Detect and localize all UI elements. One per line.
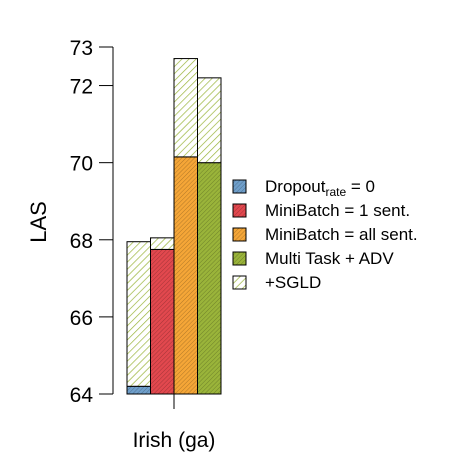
y-tick-label: 64	[70, 384, 94, 407]
bar-sgld-gain	[126, 241, 151, 387]
bar-sgld-gain	[173, 58, 198, 158]
legend-label: MiniBatch = 1 sent.	[265, 201, 410, 220]
y-axis-label: LAS	[26, 201, 51, 243]
legend-swatch	[232, 251, 247, 266]
legend-label: +SGLD	[265, 273, 321, 292]
y-tick-label: 66	[70, 307, 93, 330]
legend-swatch	[232, 275, 247, 290]
x-category-label: Irish (ga)	[133, 429, 216, 452]
legend-swatch	[232, 179, 247, 194]
y-tick-label: 73	[70, 37, 93, 60]
legend-swatch	[232, 203, 247, 218]
bar-sgld-gain	[197, 77, 222, 164]
bar-base	[126, 385, 151, 395]
bar-sgld-gain	[150, 237, 175, 250]
bar-base	[150, 248, 175, 395]
legend-label: Dropoutrate = 0	[265, 177, 375, 199]
bar-base	[173, 156, 198, 395]
y-tick-label: 72	[70, 76, 93, 99]
bar-base	[197, 162, 222, 395]
legend-label: MiniBatch = all sent.	[265, 225, 418, 244]
legend-label: Multi Task + ADV	[265, 249, 394, 268]
legend: Dropoutrate = 0 MiniBatch = 1 sent. MiniBa…	[232, 177, 418, 292]
legend-swatch	[232, 227, 247, 242]
bars	[126, 58, 222, 395]
y-tick-label: 68	[70, 230, 93, 253]
y-tick-label: 70	[70, 153, 93, 176]
axes: 64 66 68 70 72 73	[70, 37, 175, 409]
